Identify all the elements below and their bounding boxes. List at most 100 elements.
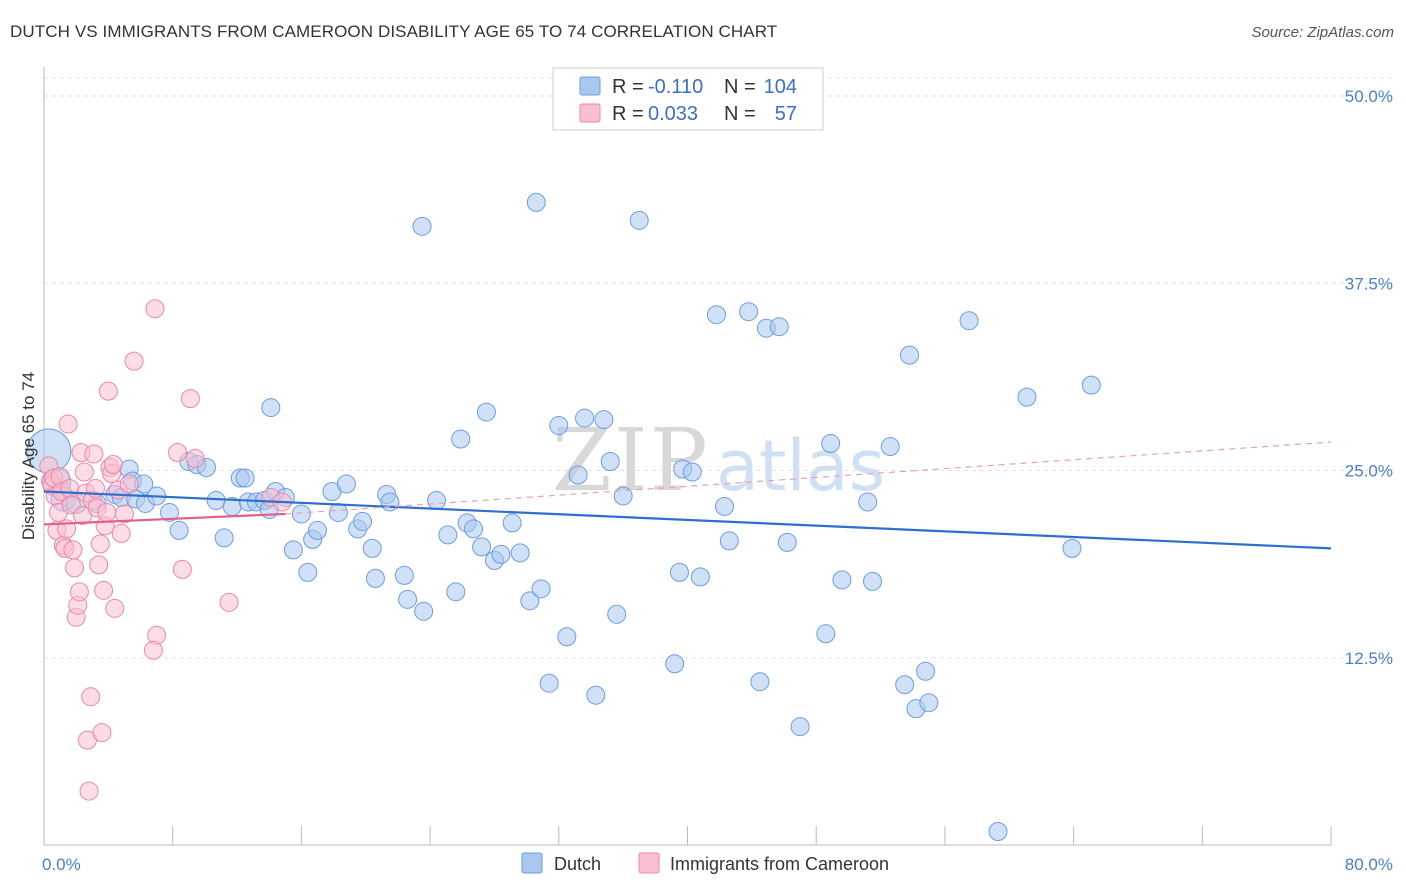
- point-dutch-78: [690, 567, 710, 587]
- point-cameroon-28: [84, 444, 104, 464]
- point-dutch-81: [719, 531, 739, 551]
- point-dutch-83: [750, 672, 770, 692]
- point-dutch-68: [586, 685, 606, 705]
- point-dutch-98: [919, 693, 939, 713]
- x-tick-label-1: 80.0%: [1345, 855, 1393, 874]
- point-cameroon-40: [103, 455, 123, 475]
- point-dutch-65: [557, 627, 577, 647]
- point-dutch-77: [682, 462, 702, 482]
- point-dutch-37: [336, 474, 356, 494]
- point-dutch-70: [600, 452, 620, 472]
- point-dutch-41: [365, 568, 385, 588]
- point-cameroon-53: [185, 449, 205, 469]
- point-dutch-47: [414, 601, 434, 621]
- trend-line-cameroon-extended: [285, 441, 1332, 515]
- point-dutch-45: [398, 589, 418, 609]
- bottom-legend-label-cameroon: Immigrants from Cameroon: [670, 854, 889, 874]
- point-cameroon-37: [98, 381, 118, 401]
- point-dutch-48: [427, 490, 447, 510]
- point-dutch-71: [607, 604, 627, 624]
- top-legend: R = -0.110 N = 104 R = 0.033 N = 57: [552, 67, 824, 131]
- point-dutch-82: [739, 302, 759, 322]
- x-tick-label-0: 0.0%: [42, 855, 81, 874]
- point-dutch-60: [520, 591, 540, 611]
- point-dutch-86: [777, 532, 797, 552]
- point-cameroon-31: [89, 555, 109, 575]
- legend-r-label-cameroon: R =: [612, 103, 644, 125]
- point-cameroon-46: [124, 351, 144, 371]
- watermark-atlas: atlas: [716, 425, 885, 507]
- bottom-legend-label-dutch: Dutch: [554, 854, 601, 874]
- point-dutch-94: [895, 675, 915, 695]
- bottom-legend-swatch-dutch: [521, 852, 543, 874]
- point-dutch-59: [510, 543, 530, 563]
- point-dutch-61: [526, 192, 546, 212]
- point-dutch-88: [816, 624, 836, 644]
- point-dutch-34: [307, 520, 327, 540]
- point-dutch-91: [858, 492, 878, 512]
- bottom-legend: Dutch Immigrants from Cameroon: [521, 852, 889, 874]
- point-cameroon-36: [97, 502, 117, 522]
- point-dutch-14: [169, 520, 189, 540]
- point-cameroon-43: [111, 523, 131, 543]
- point-dutch-73: [629, 210, 649, 230]
- point-cameroon-47: [145, 299, 165, 319]
- legend-n-value-cameroon: 57: [775, 103, 797, 125]
- y-axis-label: Disability Age 65 to 74: [19, 372, 38, 540]
- point-cameroon-51: [172, 559, 192, 579]
- point-dutch-51: [451, 429, 471, 449]
- point-dutch-32: [298, 562, 318, 582]
- point-dutch-90: [832, 570, 852, 590]
- point-dutch-64: [549, 416, 569, 436]
- legend-r-value-dutch: -0.110: [648, 76, 703, 98]
- point-dutch-30: [283, 540, 303, 560]
- point-dutch-93: [880, 437, 900, 457]
- point-dutch-13: [159, 502, 179, 522]
- point-cameroon-50: [168, 443, 188, 463]
- point-dutch-43: [380, 492, 400, 512]
- point-cameroon-12: [58, 414, 78, 434]
- point-dutch-99: [959, 311, 979, 331]
- trend-line-cameroon: [43, 512, 286, 526]
- legend-n-label-cameroon: N =: [724, 103, 756, 125]
- point-cameroon-32: [90, 534, 110, 554]
- chart-title: DUTCH VS IMMIGRANTS FROM CAMEROON DISABI…: [10, 22, 778, 41]
- point-dutch-57: [491, 544, 511, 564]
- point-cameroon-44: [114, 504, 134, 524]
- legend-r-value-cameroon: 0.033: [648, 103, 698, 125]
- point-dutch-95: [900, 345, 920, 365]
- point-dutch-66: [568, 465, 588, 485]
- point-dutch-92: [863, 571, 883, 591]
- point-cameroon-41: [105, 598, 125, 618]
- point-dutch-31: [291, 504, 311, 524]
- point-dutch-85: [769, 317, 789, 337]
- bottom-legend-swatch-cameroon: [638, 852, 660, 874]
- point-dutch-40: [362, 538, 382, 558]
- point-dutch-44: [394, 565, 414, 585]
- point-dutch-49: [438, 525, 458, 545]
- point-cameroon-19: [69, 582, 89, 602]
- point-dutch-89: [821, 434, 841, 454]
- point-dutch-102: [1062, 538, 1082, 558]
- y-tick-label-2: 37.5%: [1345, 274, 1393, 293]
- legend-swatch-cameroon: [579, 103, 601, 123]
- point-dutch-87: [790, 717, 810, 737]
- point-dutch-63: [539, 673, 559, 693]
- point-dutch-79: [706, 305, 726, 325]
- point-cameroon-25: [79, 781, 99, 801]
- point-dutch-62: [531, 579, 551, 599]
- point-dutch-67: [575, 408, 595, 428]
- point-cameroon-33: [92, 723, 112, 743]
- point-dutch-80: [715, 496, 735, 516]
- point-cameroon-15: [63, 540, 83, 560]
- point-dutch-53: [464, 519, 484, 539]
- point-dutch-101: [1017, 387, 1037, 407]
- point-cameroon-13: [60, 478, 80, 498]
- legend-swatch-dutch: [579, 76, 601, 96]
- legend-n-label-dutch: N =: [724, 76, 756, 98]
- point-dutch-72: [613, 486, 633, 506]
- point-cameroon-54: [219, 592, 239, 612]
- point-cameroon-16: [65, 558, 85, 578]
- point-dutch-39: [353, 511, 373, 531]
- legend-n-value-dutch: 104: [764, 76, 797, 98]
